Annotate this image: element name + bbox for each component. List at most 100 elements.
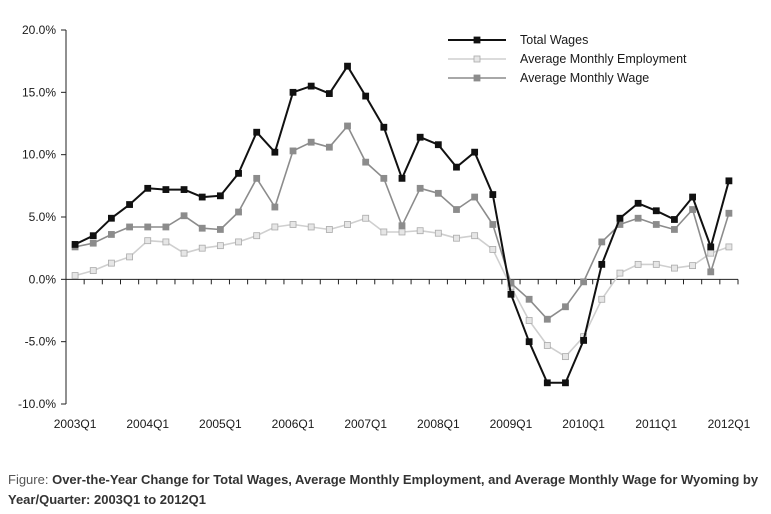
- data-point: [598, 260, 606, 268]
- data-point: [398, 174, 406, 182]
- data-point: [325, 143, 333, 151]
- legend-entry: Total Wages: [448, 33, 588, 47]
- data-point: [289, 88, 297, 96]
- data-point: [616, 214, 624, 222]
- data-point: [144, 184, 152, 192]
- data-point: [325, 90, 333, 97]
- x-tick-label: 2005Q1: [199, 417, 242, 431]
- data-point: [580, 337, 588, 344]
- data-point: [271, 223, 279, 231]
- data-point: [307, 223, 315, 231]
- data-point: [434, 229, 442, 237]
- data-point: [362, 158, 370, 166]
- data-point: [634, 199, 642, 207]
- data-point: [616, 269, 624, 277]
- data-point: [344, 122, 351, 130]
- data-point: [634, 260, 642, 268]
- data-point: [108, 214, 115, 222]
- data-point: [562, 303, 569, 311]
- data-point: [180, 212, 188, 220]
- data-point: [543, 379, 551, 387]
- data-point: [253, 128, 261, 136]
- data-point: [144, 237, 152, 245]
- data-point: [271, 148, 279, 156]
- data-point: [362, 214, 370, 222]
- data-point: [689, 206, 696, 213]
- data-point: [253, 174, 261, 182]
- data-point: [471, 193, 479, 201]
- legend-entry: Average Monthly Wage: [448, 71, 649, 85]
- data-point: [707, 268, 715, 276]
- data-point: [162, 238, 170, 246]
- y-tick-label: -5.0%: [25, 335, 57, 349]
- data-point: [380, 123, 388, 131]
- data-point: [126, 201, 133, 208]
- data-point: [471, 232, 479, 240]
- data-point: [562, 379, 569, 387]
- data-point: [489, 221, 497, 228]
- data-point: [271, 203, 279, 211]
- x-axis-tick-labels: 2003Q1 2004Q1 2005Q1 2006Q1 2007Q1 2008Q1 2009…: [54, 417, 751, 431]
- line-chart: 20.0% 15.0% 10.0% 5.0% 0.0% -5.0% -10.0% 2003Q…: [18, 23, 751, 431]
- y-tick-label: -10.0%: [18, 397, 56, 411]
- y-tick-label: 10.0%: [22, 148, 56, 162]
- data-point: [289, 147, 297, 155]
- data-point: [634, 214, 642, 222]
- data-point: [453, 234, 460, 242]
- data-point: [525, 338, 533, 346]
- data-point: [198, 244, 206, 252]
- data-point: [434, 141, 442, 149]
- data-point: [689, 262, 696, 270]
- data-point: [434, 189, 442, 197]
- axes: [61, 29, 739, 405]
- data-point: [289, 221, 297, 228]
- legend-marker: [473, 74, 481, 82]
- data-point: [507, 290, 515, 298]
- data-point: [398, 222, 406, 230]
- data-point: [543, 342, 551, 349]
- data-point: [89, 232, 97, 240]
- y-tick-label: 15.0%: [22, 85, 56, 99]
- series-average-monthly-employment: [71, 214, 733, 361]
- data-point: [216, 192, 224, 200]
- x-tick-label: 2004Q1: [126, 417, 169, 431]
- data-point: [416, 133, 424, 141]
- data-point: [198, 193, 206, 201]
- y-axis-tick-labels: 20.0% 15.0% 10.0% 5.0% 0.0% -5.0% -10.0%: [18, 23, 56, 411]
- data-point: [689, 193, 696, 201]
- data-point: [162, 223, 170, 231]
- data-point: [707, 243, 715, 251]
- data-point: [580, 278, 588, 286]
- data-point: [489, 246, 497, 253]
- data-point: [598, 238, 606, 246]
- data-point: [416, 184, 424, 192]
- caption-lead: Figure:: [8, 472, 49, 487]
- data-point: [180, 186, 188, 193]
- legend-marker: [473, 55, 481, 63]
- data-point: [471, 148, 479, 156]
- data-point: [707, 249, 715, 257]
- series-line: [74, 217, 730, 358]
- data-point: [525, 317, 533, 324]
- data-point: [198, 224, 206, 232]
- y-tick-label: 5.0%: [29, 210, 57, 224]
- data-point: [380, 174, 388, 182]
- data-point: [416, 227, 424, 235]
- x-tick-label: 2011Q1: [635, 417, 677, 431]
- series-total-wages: [71, 62, 733, 387]
- data-point: [671, 216, 678, 223]
- data-point: [344, 221, 351, 228]
- data-point: [380, 228, 388, 236]
- data-point: [89, 239, 97, 247]
- data-point: [725, 209, 733, 217]
- data-point: [235, 169, 242, 177]
- data-point: [216, 242, 224, 250]
- legend-marker: [473, 36, 481, 44]
- data-point: [235, 238, 242, 246]
- x-tick-label: 2010Q1: [562, 417, 605, 431]
- data-point: [71, 272, 79, 279]
- figure-caption: Figure: Over-the-Year Change for Total W…: [8, 470, 763, 510]
- x-tick-label: 2012Q1: [708, 417, 751, 431]
- data-point: [126, 223, 133, 231]
- x-tick-label: 2003Q1: [54, 417, 97, 431]
